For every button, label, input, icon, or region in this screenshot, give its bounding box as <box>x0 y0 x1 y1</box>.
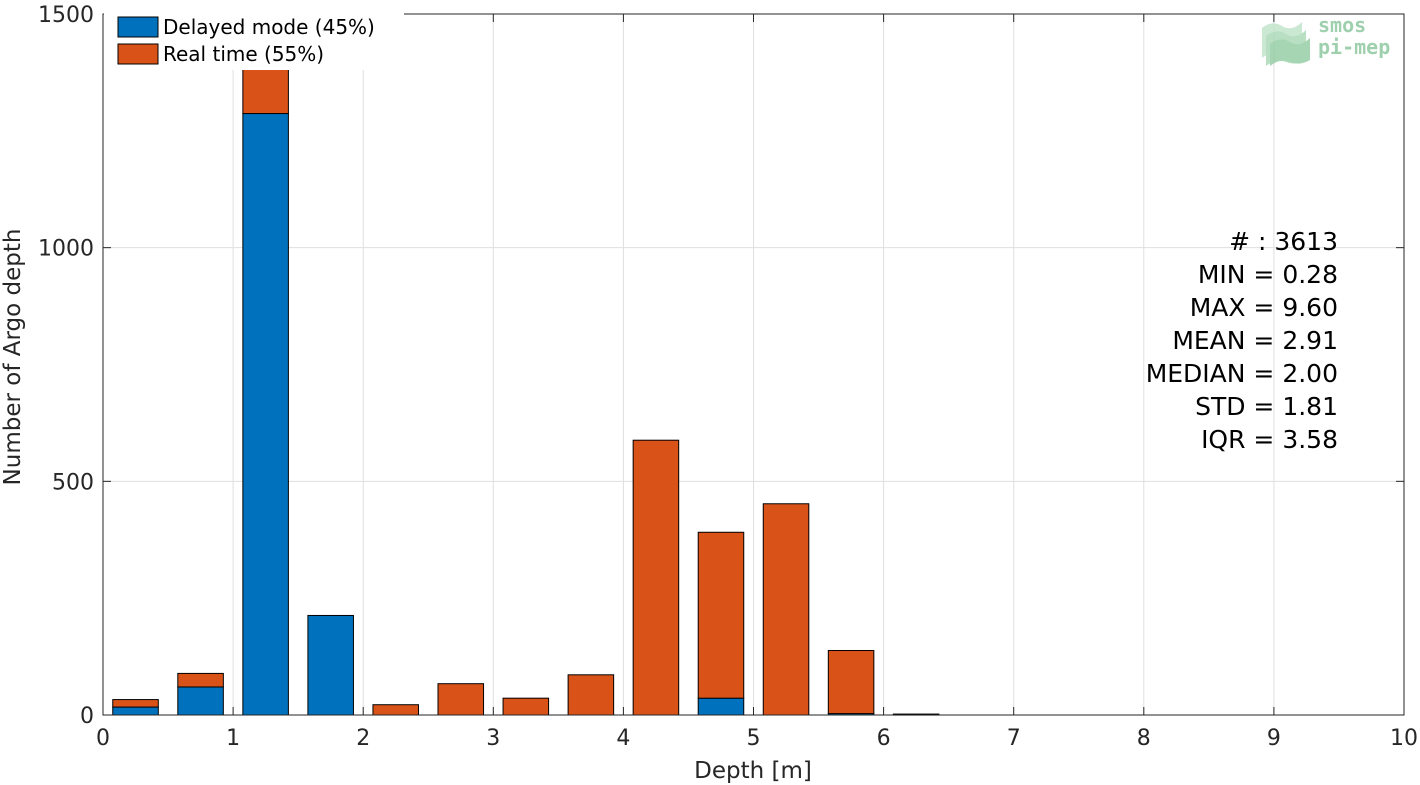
x-tick-label-7: 7 <box>1007 726 1021 751</box>
bar-delayed-mode-0 <box>112 706 159 716</box>
logo-waves-icon <box>1262 22 1310 66</box>
stats-line-5: STD = 1.81 <box>1195 392 1338 421</box>
bar-real-time-9 <box>697 531 745 699</box>
x-axis: 0 1 2 3 4 5 6 7 8 9 10 <box>96 14 1418 751</box>
x-tick-label-6: 6 <box>877 726 891 751</box>
legend-swatch-1 <box>117 43 159 65</box>
stats-line-3: MEAN = 2.91 <box>1172 326 1338 355</box>
bar-delayed-mode-9 <box>697 697 745 716</box>
bar-real-time-7 <box>567 674 615 716</box>
legend-label-1: Real time (55%) <box>163 42 324 66</box>
smos-pi-mep-logo: smos pi-mep <box>1262 13 1390 66</box>
bar-real-time-1 <box>177 672 224 688</box>
bar-delayed-mode-2 <box>242 113 289 716</box>
x-tick-label-3: 3 <box>486 726 500 751</box>
stats-line-6: IQR = 3.58 <box>1201 425 1338 454</box>
bar-delayed-mode-3 <box>307 614 354 716</box>
stats-line-1: MIN = 0.28 <box>1198 260 1338 289</box>
x-tick-label-10: 10 <box>1390 726 1418 751</box>
x-tick-label-8: 8 <box>1137 726 1151 751</box>
bar-real-time-4 <box>372 704 419 716</box>
bar-real-time-5 <box>437 683 485 716</box>
x-tick-label-1: 1 <box>226 726 240 751</box>
y-axis: 0 500 1000 1500 <box>38 3 1404 729</box>
x-tick-label-9: 9 <box>1267 726 1281 751</box>
stats-line-2: MAX = 9.60 <box>1190 293 1338 322</box>
stats-line-4: MEDIAN = 2.00 <box>1146 359 1338 388</box>
y-tick-label-3: 1500 <box>38 3 94 28</box>
bar-real-time-11 <box>827 650 875 715</box>
x-tick-label-4: 4 <box>616 726 630 751</box>
y-tick-label-2: 1000 <box>38 237 94 262</box>
legend: Delayed mode (45%) Real time (55%) <box>104 12 404 70</box>
y-tick-label-1: 500 <box>52 470 94 495</box>
bar-real-time-8 <box>632 439 680 716</box>
logo-text-pi-mep: pi-mep <box>1318 35 1390 59</box>
bars <box>112 20 940 716</box>
logo-text-smos: smos <box>1318 13 1366 37</box>
bar-real-time-10 <box>762 503 810 716</box>
bar-real-time-6 <box>502 697 550 716</box>
x-axis-label: Depth [m] <box>694 758 812 784</box>
statistics-box: # : 3613 MIN = 0.28 MAX = 9.60 MEAN = 2.91 M… <box>1146 227 1338 454</box>
stats-line-0: # : 3613 <box>1229 227 1338 256</box>
y-tick-label-0: 0 <box>80 704 94 729</box>
y-axis-label: Number of Argo depth <box>0 229 26 486</box>
legend-swatch-0 <box>117 16 159 38</box>
legend-label-0: Delayed mode (45%) <box>163 15 375 39</box>
x-tick-label-0: 0 <box>96 726 110 751</box>
bar-delayed-mode-1 <box>177 686 224 716</box>
x-tick-label-2: 2 <box>356 726 370 751</box>
bar-real-time-0 <box>112 699 159 708</box>
x-tick-label-5: 5 <box>747 726 761 751</box>
